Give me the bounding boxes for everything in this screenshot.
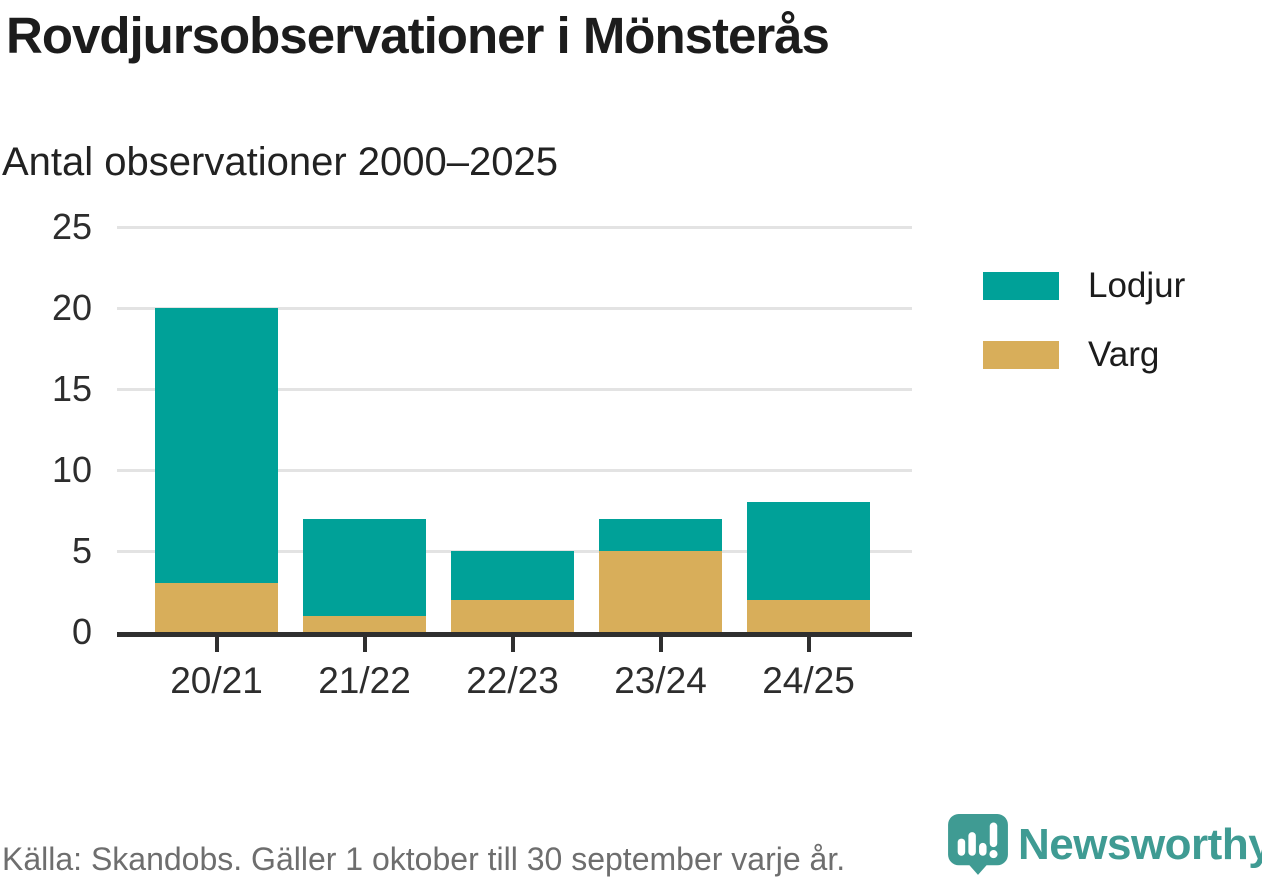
y-axis-label-5: 5 (71, 530, 92, 571)
chart-subtitle: Antal observationer 2000–2025 (2, 140, 558, 184)
gridline-25 (117, 225, 912, 229)
bar-group-22/23 (451, 551, 574, 632)
legend-label-varg: Varg (1088, 335, 1160, 374)
legend-item-varg: Varg (983, 335, 1185, 375)
x-axis-label-21/22: 21/22 (318, 660, 411, 701)
bar-segment-lodjur-21/22 (303, 518, 426, 616)
bar-group-24/25 (747, 502, 870, 632)
bar-segment-varg-22/23 (451, 599, 574, 632)
legend-label-lodjur: Lodjur (1088, 266, 1186, 305)
x-axis-line (117, 632, 912, 637)
y-axis-label-25: 25 (51, 206, 92, 247)
bar-group-23/24 (599, 518, 722, 632)
x-axis-label-24/25: 24/25 (762, 660, 855, 701)
page-title: Rovdjursobservationer i Mönsterås (6, 7, 830, 64)
bar-segment-lodjur-22/23 (451, 551, 574, 600)
gridline-20 (117, 306, 912, 310)
x-axis-label-22/23: 22/23 (466, 660, 559, 701)
x-axis-label-20/21: 20/21 (170, 660, 263, 701)
x-axis-tick-23/24 (658, 637, 663, 652)
y-axis-label-0: 0 (71, 611, 92, 652)
x-axis-label-23/24: 23/24 (614, 660, 707, 701)
newsworthy-wordmark: Newsworthy (1018, 820, 1262, 869)
legend-swatch-varg (983, 341, 1059, 369)
y-axis-label-10: 10 (51, 449, 92, 490)
bar-segment-lodjur-20/21 (155, 308, 278, 584)
x-axis-tick-21/22 (362, 637, 367, 652)
bar-segment-varg-21/22 (303, 615, 426, 632)
bar-group-20/21 (155, 308, 278, 632)
x-axis-tick-24/25 (806, 637, 811, 652)
newsworthy-logo[interactable]: Newsworthy (948, 814, 1262, 876)
bar-group-21/22 (303, 518, 426, 632)
legend-swatch-lodjur (983, 272, 1059, 300)
bar-segment-varg-24/25 (747, 599, 870, 632)
gridline-15 (117, 387, 912, 391)
y-axis-label-15: 15 (51, 368, 92, 409)
bar-segment-lodjur-24/25 (747, 502, 870, 600)
bar-segment-varg-20/21 (155, 583, 278, 632)
legend: Lodjur Varg (983, 266, 1185, 404)
bar-segment-varg-23/24 (599, 550, 722, 632)
newsworthy-logo-icon (948, 814, 1008, 875)
y-axis-label-20: 20 (51, 287, 92, 328)
bar-segment-lodjur-23/24 (599, 518, 722, 551)
legend-item-lodjur: Lodjur (983, 266, 1185, 306)
x-axis-tick-22/23 (510, 637, 515, 652)
x-axis-tick-20/21 (214, 637, 219, 652)
source-note: Källa: Skandobs. Gäller 1 oktober till 3… (2, 841, 846, 877)
gridline-10 (117, 468, 912, 472)
